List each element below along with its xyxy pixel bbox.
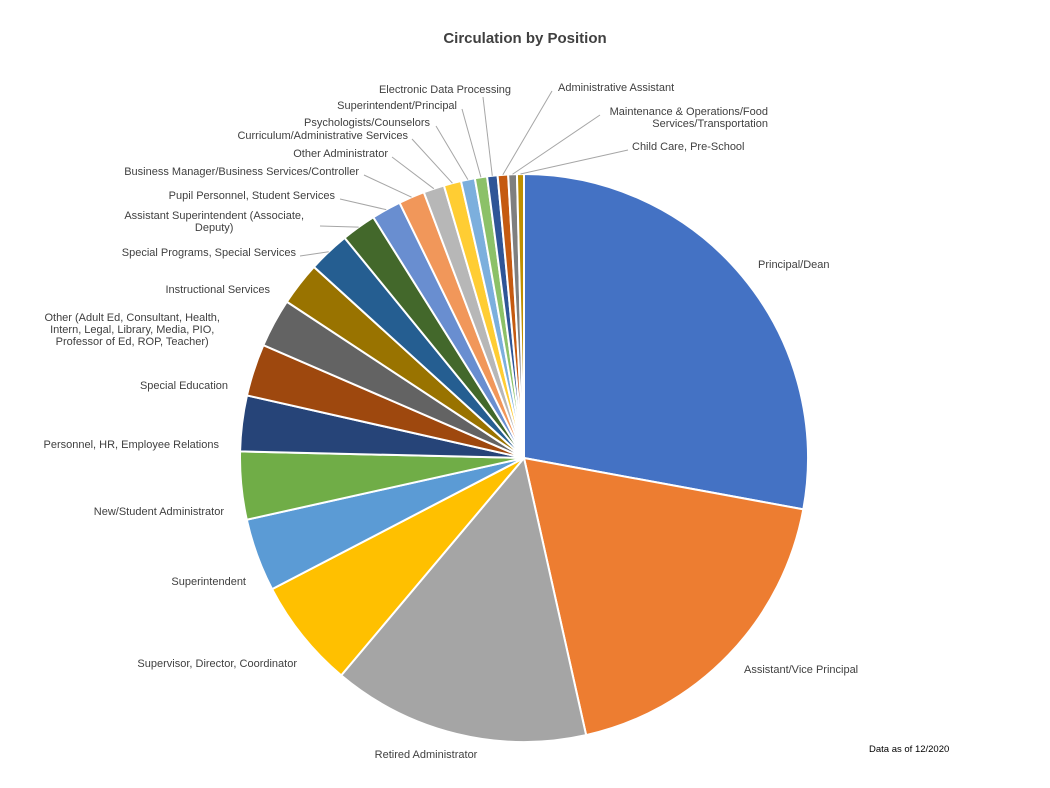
slice-label: Other Administrator bbox=[293, 148, 388, 160]
leader-line bbox=[391, 156, 435, 190]
slice-label: Special Programs, Special Services bbox=[122, 247, 297, 259]
leader-line bbox=[520, 149, 629, 175]
slice-label: Administrative Assistant bbox=[558, 82, 674, 94]
slice-label: Personnel, HR, Employee Relations bbox=[44, 439, 220, 451]
leader-line bbox=[435, 125, 469, 180]
leader-line bbox=[339, 198, 387, 211]
slice-label: Assistant Superintendent (Associate, Depu… bbox=[124, 210, 304, 234]
slice-label: Electronic Data Processing bbox=[379, 84, 511, 96]
slice-label: Other (Adult Ed, Consultant, Health, Inte… bbox=[44, 312, 219, 348]
pie-slice bbox=[339, 455, 588, 743]
slice-label: Assistant/Vice Principal bbox=[744, 664, 858, 676]
slice-label: Retired Administrator bbox=[375, 749, 478, 761]
slice-label: Special Education bbox=[140, 380, 228, 392]
slice-label: Curriculum/Administrative Services bbox=[237, 130, 408, 142]
chart-title: Circulation by Position bbox=[443, 30, 607, 47]
leader-line bbox=[363, 174, 412, 198]
slice-label: Superintendent/Principal bbox=[337, 100, 457, 112]
pie-slice bbox=[522, 456, 805, 737]
leader-line bbox=[512, 114, 601, 175]
slice-label: Child Care, Pre-School bbox=[632, 141, 745, 153]
slice-label: Instructional Services bbox=[165, 284, 270, 296]
slice-label: Supervisor, Director, Coordinator bbox=[137, 658, 297, 670]
leader-line bbox=[411, 138, 453, 184]
leader-line bbox=[502, 90, 553, 176]
leader-line bbox=[319, 225, 359, 228]
data-date-note: Data as of 12/2020 bbox=[869, 744, 950, 755]
pie-slices bbox=[239, 172, 809, 743]
leader-line bbox=[299, 251, 329, 257]
slice-label: Maintenance & Operations/Food Services/Tr… bbox=[610, 106, 768, 130]
slice-label: Superintendent bbox=[171, 576, 246, 588]
leader-line bbox=[482, 96, 493, 176]
slice-label: Business Manager/Business Services/Contr… bbox=[124, 166, 359, 178]
slice-label: Psychologists/Counselors bbox=[304, 117, 430, 129]
leader-line bbox=[461, 108, 482, 178]
pie-slice bbox=[523, 172, 809, 511]
slice-label: Pupil Personnel, Student Services bbox=[169, 190, 336, 202]
pie-labels: Principal/Dean Assistant/Vice Principal Re… bbox=[44, 82, 859, 761]
slice-label: New/Student Administrator bbox=[94, 506, 225, 518]
slice-label: Principal/Dean bbox=[758, 259, 830, 271]
